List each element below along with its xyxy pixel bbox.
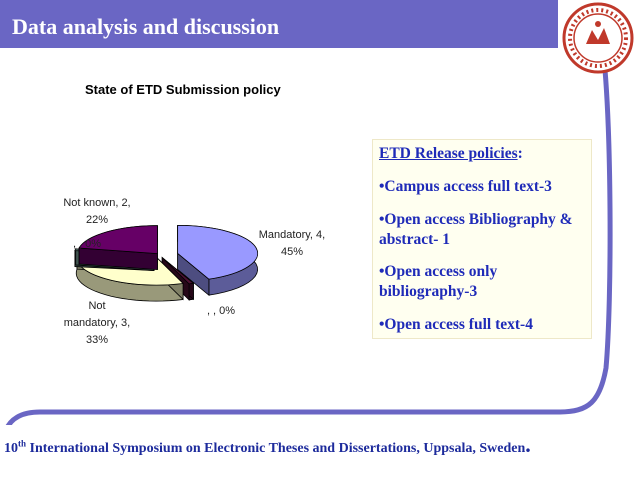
data-label-mandatory-line2: 45% (280, 246, 304, 258)
data-label-blank-2: , , 0% (62, 236, 112, 253)
policies-heading-text: ETD Release policies (379, 145, 518, 162)
pie-slice (78, 225, 158, 271)
data-label-mandatory: Mandatory, 4, 45% (250, 227, 334, 261)
data-label-not-known-line1: Not known, 2, (63, 197, 131, 209)
data-label-blank-2-line1: , , 0% (72, 238, 102, 250)
slide-title: Data analysis and discussion (12, 14, 280, 39)
release-policies-box: ETD Release policies: •Campus access ful… (372, 139, 592, 339)
footer-rest: International Symposium on Electronic Th… (26, 441, 526, 456)
data-label-blank-1: , , 0% (196, 303, 246, 320)
data-label-blank-1-line1: , , 0% (206, 305, 236, 317)
chart-title: State of ETD Submission policy (85, 82, 281, 97)
data-label-not-known: Not known, 2, 22% (54, 195, 140, 229)
data-label-not-mandatory-line2: mandatory, 3, (63, 317, 131, 329)
data-label-not-mandatory-line3: 33% (85, 334, 109, 346)
frame-curve-right (3, 37, 613, 433)
policies-heading: ETD Release policies: (379, 144, 523, 164)
data-label-not-mandatory: Not mandatory, 3, 33% (54, 298, 140, 349)
footer-end: . (525, 432, 531, 457)
title-bar (0, 0, 558, 48)
footer (0, 425, 638, 455)
pie-slice-top (78, 225, 158, 255)
policies-heading-colon: : (517, 145, 523, 162)
pie-slice-top (177, 224, 259, 280)
policy-item: •Campus access full text-3 (379, 178, 552, 195)
data-label-mandatory-line1: Mandatory, 4, (258, 229, 326, 241)
pie-slice-top (161, 257, 195, 285)
data-label-not-mandatory-line1: Not (88, 300, 106, 312)
policy-item: •Open access Bibliography & abstract- 1 (379, 211, 573, 248)
institute-logo (562, 2, 634, 74)
footer-sup: th (18, 438, 27, 449)
policy-item: •Open access full text-4 (379, 316, 533, 333)
footer-ordinal: 10 (4, 441, 18, 456)
policy-item: •Open access only bibliography-3 (379, 263, 498, 300)
data-label-not-known-line2: 22% (85, 214, 109, 226)
pie-slice (177, 224, 259, 297)
footer-text: 10th International Symposium on Electron… (4, 432, 531, 458)
